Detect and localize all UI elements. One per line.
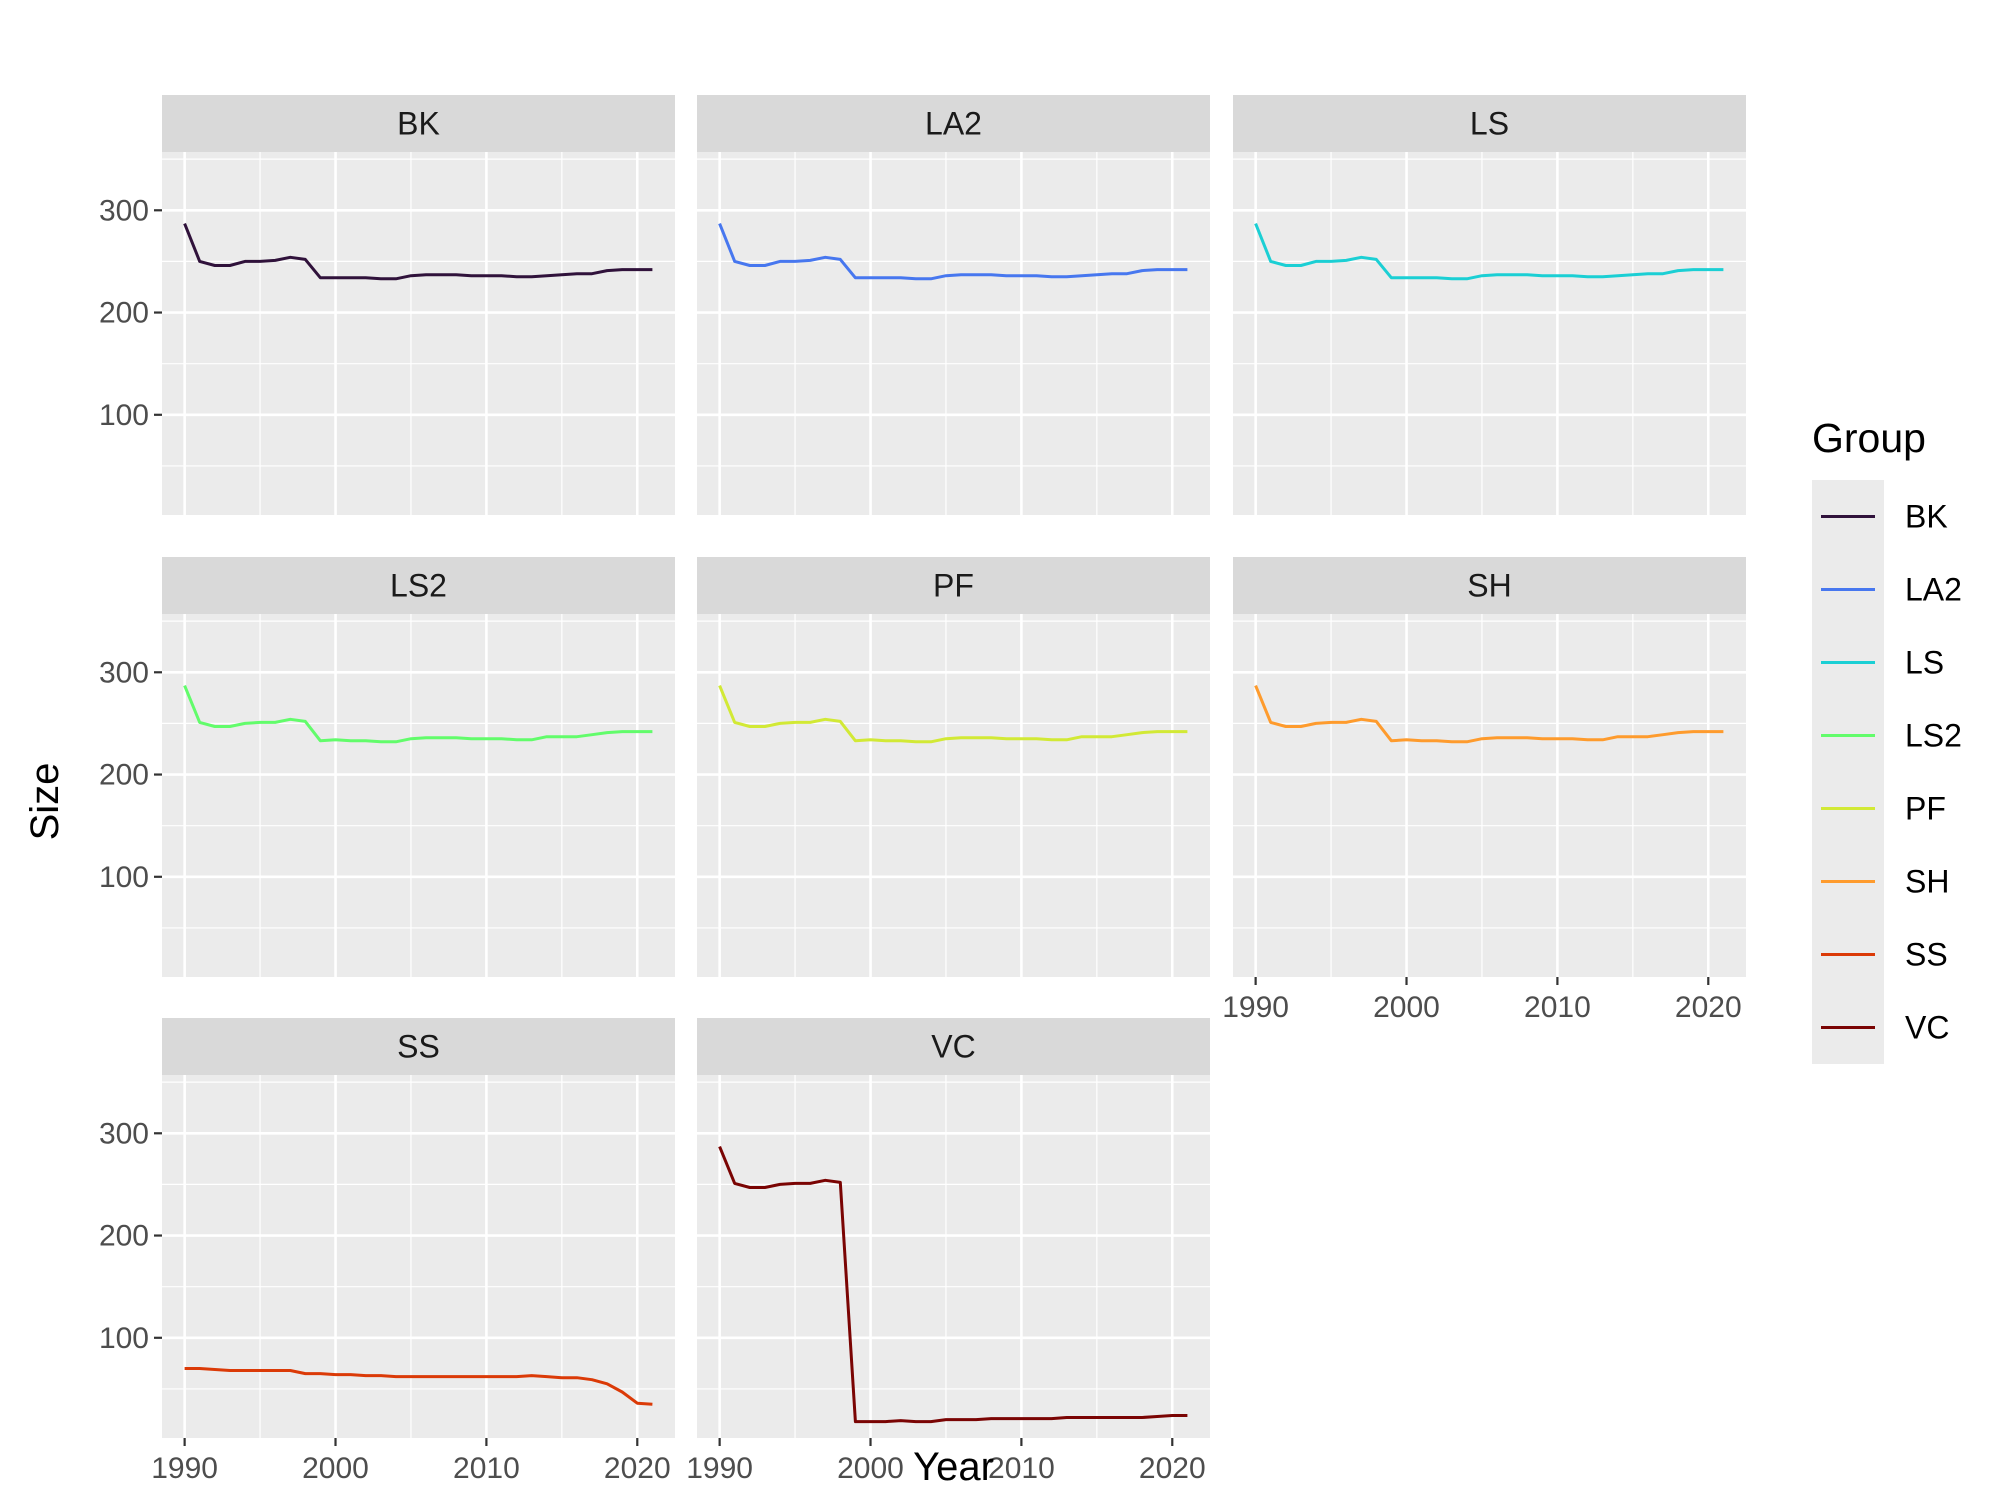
x-tick-label: 1990 <box>151 1452 218 1485</box>
facet-strip-label: LA2 <box>925 106 982 142</box>
facet-panel-pf: PF <box>697 557 1210 977</box>
legend-label-ss: SS <box>1905 937 1948 973</box>
y-tick-label: 300 <box>99 656 149 689</box>
panel-background <box>697 1075 1210 1438</box>
panel-background <box>162 1075 675 1438</box>
facet-panel-ls2: LS2 100 200 300 <box>99 557 675 977</box>
y-tick-label: 100 <box>99 1322 149 1355</box>
facet-panel-ss: SS 100 200 300 1990 2000 2010 2020 <box>99 1018 675 1485</box>
series-line-ls <box>1254 223 1724 281</box>
x-tick-label: 2020 <box>1675 991 1742 1024</box>
series-line-ls2 <box>183 685 653 744</box>
facet-strip <box>162 557 675 614</box>
facet-strip-label: LS2 <box>390 568 447 604</box>
x-tick-label: 2000 <box>837 1452 904 1485</box>
x-tick-label: 2010 <box>1524 991 1591 1024</box>
facet-panel-ls: LS <box>1233 95 1746 515</box>
y-axis-title: Size <box>23 763 67 841</box>
facet-strip-label: SS <box>397 1029 440 1065</box>
series-line-sh <box>1254 685 1724 744</box>
facet-strip <box>1233 557 1746 614</box>
facet-strip <box>697 1018 1210 1075</box>
y-tick-label: 300 <box>99 1117 149 1150</box>
legend-label-la2: LA2 <box>1905 572 1962 608</box>
series-line-vc <box>718 1146 1188 1424</box>
facet-panel-vc: VC 1990 2000 2010 2020 <box>686 1018 1210 1485</box>
series-line-ss <box>184 1367 653 1406</box>
facet-strip-label: PF <box>933 568 974 604</box>
legend-label-vc: VC <box>1905 1010 1949 1046</box>
legend-label-ls2: LS2 <box>1905 718 1962 754</box>
panel-background <box>697 152 1210 515</box>
x-tick-label: 2020 <box>604 1452 671 1485</box>
series-line-bk <box>183 223 653 281</box>
facet-strip <box>697 95 1210 152</box>
legend-label-pf: PF <box>1905 791 1946 827</box>
x-tick-label: 1990 <box>1222 991 1289 1024</box>
legend: Group BK LA2 LS LS2 PF SH SS VC <box>1812 415 1962 1064</box>
panel-background <box>162 152 675 515</box>
legend-key-background <box>1812 480 1884 1064</box>
y-tick-label: 100 <box>99 861 149 894</box>
facet-strip-label: VC <box>931 1029 975 1065</box>
facet-panel-sh: SH 1990 2000 2010 2020 <box>1222 557 1746 1024</box>
series-line-pf <box>718 685 1188 744</box>
y-tick-label: 200 <box>99 1220 149 1253</box>
legend-title: Group <box>1812 415 1926 461</box>
facet-strip-label: LS <box>1470 106 1509 142</box>
y-tick-label: 200 <box>99 297 149 330</box>
facet-strip-label: SH <box>1467 568 1511 604</box>
facet-panel-la2: LA2 <box>697 95 1210 515</box>
facet-strip-label: BK <box>397 106 440 142</box>
x-tick-label: 2020 <box>1139 1452 1206 1485</box>
y-tick-label: 200 <box>99 759 149 792</box>
panel-background <box>1233 614 1746 977</box>
x-tick-label: 1990 <box>686 1452 753 1485</box>
facet-strip <box>162 95 675 152</box>
y-tick-label: 100 <box>99 399 149 432</box>
panel-background <box>1233 152 1746 515</box>
facet-strip <box>1233 95 1746 152</box>
legend-label-bk: BK <box>1905 499 1948 535</box>
x-tick-label: 2000 <box>1373 991 1440 1024</box>
series-line-la2 <box>718 223 1188 281</box>
facet-strip <box>697 557 1210 614</box>
legend-label-sh: SH <box>1905 864 1949 900</box>
legend-label-ls: LS <box>1905 645 1944 681</box>
facet-panel-bk: BK 100 200 300 <box>99 95 675 515</box>
panel-background <box>162 614 675 977</box>
facet-strip <box>162 1018 675 1075</box>
x-tick-label: 2010 <box>988 1452 1055 1485</box>
panel-background <box>697 614 1210 977</box>
x-axis-title: Year <box>913 1445 994 1489</box>
y-tick-label: 300 <box>99 194 149 227</box>
x-tick-label: 2000 <box>302 1452 369 1485</box>
x-tick-label: 2010 <box>453 1452 520 1485</box>
